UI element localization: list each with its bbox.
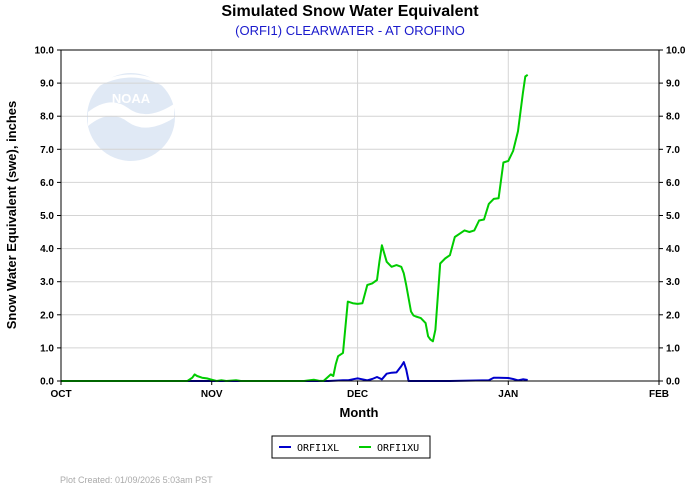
legend: ORFI1XL ORFI1XU (271, 435, 431, 459)
y-tick-label-right: 8.0 (666, 112, 680, 123)
y-tick-label-right: 7.0 (666, 145, 680, 156)
x-tick-label-nov: NOV (201, 389, 223, 400)
y-tick-label-left: 2.0 (40, 310, 54, 321)
legend-box (271, 435, 431, 459)
y-tick-label-right: 4.0 (666, 244, 680, 255)
y-tick-label-right: 0.0 (666, 377, 680, 388)
gridlines (61, 50, 659, 381)
noaa-watermark-text: NOAA (112, 91, 151, 106)
y-tick-label-right: 5.0 (666, 211, 680, 222)
legend-label-orfi1xl: ORFI1XL (297, 443, 339, 454)
y-tick-label-left: 7.0 (40, 145, 54, 156)
y-tick-label-left: 8.0 (40, 112, 54, 123)
y-tick-label-left: 5.0 (40, 211, 54, 222)
y-tick-label-left: 10.0 (35, 46, 55, 57)
y-tick-label-right: 6.0 (666, 178, 680, 189)
y-tick-label-right: 3.0 (666, 277, 680, 288)
tick-labels: 0.0 0.0 1.0 1.0 2.0 2.0 3.0 3.0 4.0 4.0 5.0 5.0 6.0 6… (35, 46, 686, 401)
y-tick-label-left: 4.0 (40, 244, 54, 255)
y-tick-label-right: 2.0 (666, 310, 680, 321)
series-layer (61, 73, 529, 382)
y-tick-label-right: 1.0 (666, 343, 680, 354)
x-tick-label-dec: DEC (347, 389, 368, 400)
chart-subtitle: (ORFI1) CLEARWATER - AT OROFINO (235, 23, 465, 38)
noaa-logo-watermark: NOAA (87, 73, 175, 161)
y-tick-label-left: 9.0 (40, 79, 54, 90)
series-line-orfi1xl (61, 361, 528, 382)
x-axis-title: Month (340, 405, 379, 420)
x-tick-label-feb: FEB (649, 389, 669, 400)
y-axis-title: Snow Water Equivalent (swe), inches (4, 101, 19, 330)
x-tick-label-jan: JAN (498, 389, 518, 400)
y-tick-label-left: 0.0 (40, 377, 54, 388)
chart-title: Simulated Snow Water Equivalent (221, 3, 479, 20)
y-tick-label-left: 1.0 (40, 343, 54, 354)
y-tick-label-left: 3.0 (40, 277, 54, 288)
y-tick-label-left: 6.0 (40, 178, 54, 189)
series-line-orfi1xu (61, 73, 529, 382)
plot-created-footer: Plot Created: 01/09/2026 5:03am PST (60, 475, 213, 485)
x-tick-label-oct: OCT (50, 389, 71, 400)
y-tick-label-right: 10.0 (666, 46, 686, 57)
legend-label-orfi1xu: ORFI1XU (377, 443, 419, 454)
y-tick-label-right: 9.0 (666, 79, 680, 90)
